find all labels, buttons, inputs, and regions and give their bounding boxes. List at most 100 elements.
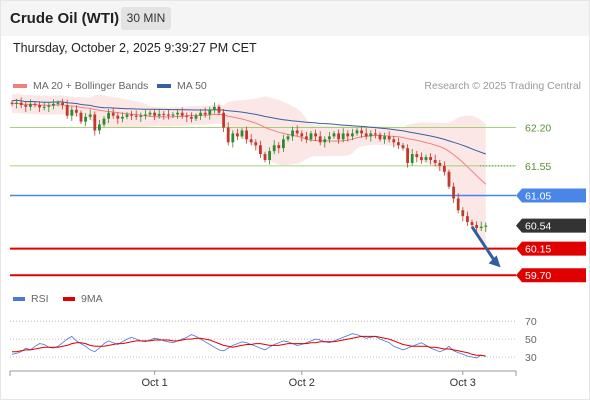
candle-body (401, 145, 405, 149)
candle-body (203, 112, 207, 115)
candle-body (461, 210, 465, 217)
candle-body (383, 136, 386, 140)
candle-body (208, 109, 212, 115)
candle-body (213, 106, 216, 110)
candle-body (387, 136, 391, 140)
candle-body (134, 115, 138, 117)
candle-body (300, 133, 304, 137)
candle-body (291, 130, 294, 137)
bollinger-band (12, 93, 486, 245)
candle-body (309, 133, 313, 140)
candle-body (410, 154, 414, 163)
ma50-swatch (157, 84, 171, 88)
candle-body (443, 165, 446, 172)
candle-body (236, 133, 239, 137)
candle-body (318, 136, 322, 143)
candle-body (263, 154, 267, 160)
candle-body (374, 133, 377, 135)
candle-body (194, 115, 198, 119)
price-tag-label-60.54: 60.54 (525, 221, 551, 233)
candle-body (484, 225, 488, 227)
header-bar (0, 0, 590, 36)
candle-body (346, 133, 350, 137)
candle-body (438, 162, 442, 166)
candle-body (231, 133, 235, 143)
price-tag-60.54 (516, 218, 586, 233)
candle-body (429, 157, 432, 160)
rsi-swatch (13, 297, 25, 301)
candle-body (295, 130, 299, 134)
candle-body (139, 115, 143, 117)
rsi-level-label-50: 50 (525, 334, 537, 346)
ma50-line (11, 99, 486, 155)
candle-body (360, 130, 363, 134)
candle-body (70, 109, 74, 116)
price-tag-label-59.70: 59.70 (525, 270, 551, 282)
candle-body (84, 116, 87, 122)
candle-body (364, 133, 368, 137)
candle-body (121, 116, 124, 119)
candle-body (397, 142, 400, 146)
ma20-line (11, 102, 487, 185)
x-tick-label: Oct 3 (450, 377, 476, 389)
candle-body (125, 114, 129, 117)
legend-rsi-ma: 9MA (63, 293, 103, 305)
candle-body (245, 130, 248, 140)
candle-body (15, 102, 18, 104)
candle-body (157, 113, 161, 116)
candle-body (254, 142, 258, 146)
candle-body (328, 136, 331, 140)
interval-button[interactable]: 30 MIN (121, 7, 171, 30)
candle-body (10, 102, 14, 104)
candle-body (268, 151, 271, 160)
candle-body (79, 112, 83, 122)
candle-body (56, 102, 60, 104)
candle-body (470, 222, 474, 225)
forecast-arrow-shaft (470, 225, 497, 264)
forecast-arrow-head (488, 255, 501, 268)
ma20-label: MA 20 + Bollinger Bands (33, 80, 149, 92)
candle-body (424, 157, 428, 160)
candle-body (19, 102, 23, 106)
candle-body (38, 105, 41, 108)
candle-body (406, 148, 409, 163)
x-tick-label: Oct 1 (141, 377, 167, 389)
candle-body (88, 114, 92, 117)
candle-body (217, 106, 221, 113)
candle-body (222, 112, 225, 128)
candle-body (29, 103, 32, 107)
candle-body (323, 139, 327, 143)
candle-body (378, 134, 382, 140)
candle-body (180, 112, 184, 116)
candle-body (282, 139, 285, 149)
candle-body (65, 105, 69, 116)
candle-body (107, 112, 110, 119)
candle-body (420, 157, 423, 160)
candle-body (415, 154, 419, 158)
x-tick-label: Oct 2 (289, 377, 315, 389)
candle-body (226, 127, 230, 143)
price-tag-60.15 (516, 241, 586, 256)
candle-body (314, 133, 317, 137)
candle-body (153, 112, 156, 116)
candle-body (240, 130, 244, 137)
candle-body (332, 133, 336, 137)
candle-body (42, 106, 46, 108)
rsi-level-label-70: 70 (525, 316, 537, 328)
candle-body (52, 103, 55, 106)
candle-body (355, 130, 359, 134)
price-tag-label-60.15: 60.15 (525, 244, 551, 256)
candle-body (75, 109, 78, 113)
candle-body (144, 114, 147, 116)
candle-body (148, 112, 152, 115)
candle-body (111, 112, 115, 116)
candle-body (199, 112, 202, 116)
level-label-61.55: 61.55 (525, 161, 551, 173)
candle-body (369, 133, 373, 137)
candle-body (277, 145, 281, 149)
candle-body (305, 136, 308, 140)
legend-ma50: MA 50 (157, 80, 207, 92)
candle-body (466, 216, 469, 223)
rsi-line (11, 333, 486, 359)
